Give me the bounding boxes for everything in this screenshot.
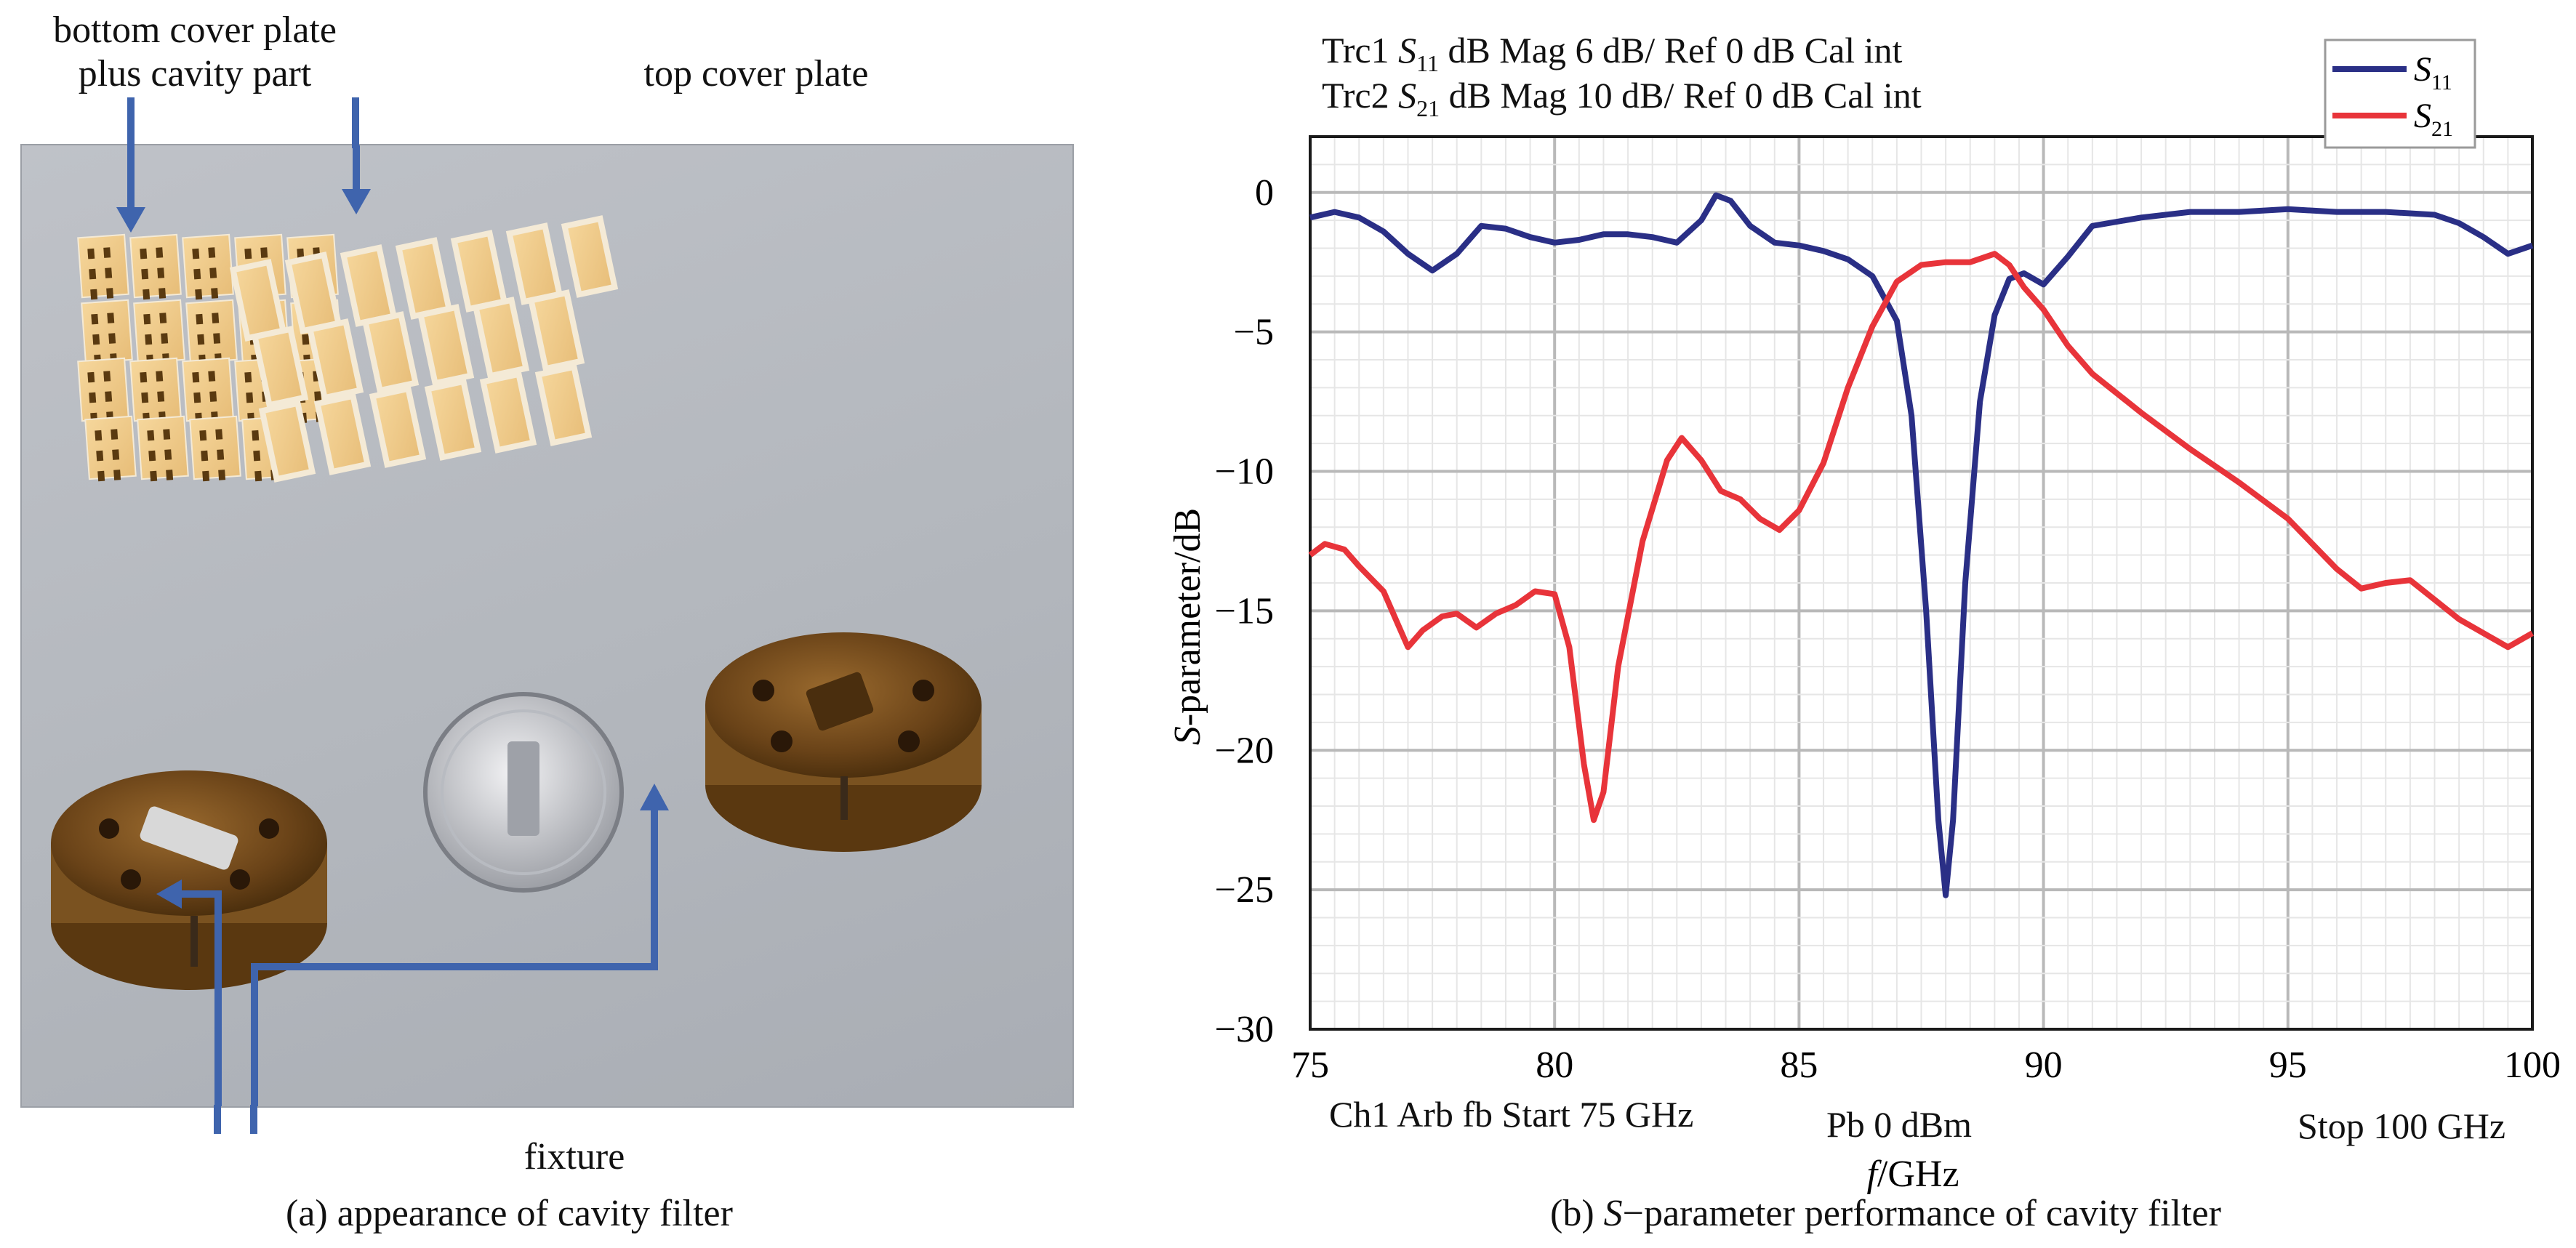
top-plate (251, 326, 309, 408)
top-plate (313, 392, 372, 475)
arrow-fixture-left-stem (214, 1105, 221, 1134)
x-tick-label: 75 (1291, 1044, 1329, 1086)
label-bottom-cover-line1: bottom cover plate (53, 9, 337, 51)
bottom-plate (189, 415, 241, 482)
filter-photo-illustration (51, 145, 982, 1106)
y-axis-label: S-parameter/dB (1167, 508, 1208, 745)
top-plate (361, 311, 420, 394)
arrow-heads (116, 189, 669, 909)
x-tick-label: 100 (2504, 1044, 2561, 1086)
pointer-arrows (127, 145, 658, 1106)
bottom-plate (182, 233, 234, 300)
label-fixture: fixture (523, 1136, 625, 1177)
x-axis-label: f/GHz (1866, 1154, 1959, 1195)
trace2-prefix: Trc2 (1322, 75, 1399, 116)
legend-box (2324, 39, 2476, 149)
bottom-plate (129, 233, 182, 300)
caption-b-prefix: (b) (1550, 1193, 1604, 1234)
panel-b: Trc1 S11 dB Mag 6 dB/ Ref 0 dB Cal int T… (1134, 0, 2576, 1248)
top-plate (561, 215, 619, 298)
bottom-plate (185, 299, 238, 366)
filter-photo (20, 144, 1074, 1108)
caption-b-rest: −parameter performance of cavity filter (1622, 1193, 2221, 1234)
label-top-cover: top cover plate (643, 53, 869, 94)
y-tick-label: 0 (1255, 172, 1274, 214)
top-cover-plates (229, 215, 619, 483)
top-plate (472, 297, 530, 379)
y-tick-label: −20 (1215, 730, 1274, 771)
top-plate (527, 289, 585, 372)
bottom-plate (84, 415, 137, 482)
x-tick-label: 95 (2269, 1044, 2307, 1086)
legend-label-s11: S11 (2414, 50, 2452, 94)
chart-ticks: 75 80 85 90 95 100 0 −5 −10 −15 −20 −25 −30 (1215, 172, 2561, 1086)
x-tick-label: 80 (1536, 1044, 1573, 1086)
legend-label-s21: S21 (2414, 97, 2453, 141)
arrow-top-cover-stem (352, 97, 359, 148)
bottom-plate (77, 233, 129, 300)
y-tick-label: −25 (1215, 869, 1274, 911)
caption-a: (a) appearance of cavity filter (286, 1193, 733, 1234)
coin (423, 692, 624, 893)
chart-series (1308, 192, 2534, 898)
trace2-sub: 21 (1416, 95, 1440, 121)
stop-freq-label: Stop 100 GHz (2298, 1106, 2506, 1146)
trace1-prefix: Trc1 (1322, 30, 1399, 71)
top-plate (369, 385, 427, 468)
plot-frame (1309, 135, 2534, 1031)
top-plate (417, 304, 475, 387)
fixture-right (705, 632, 982, 852)
caption-b-param: S (1603, 1193, 1623, 1234)
trace2-header: Trc2 S21 dB Mag 10 dB/ Ref 0 dB Cal int (1322, 73, 1922, 131)
power-label: Pb 0 dBm (1826, 1104, 1973, 1145)
caption-b: (b) S−parameter performance of cavity fi… (1550, 1192, 2221, 1235)
y-tick-label: −10 (1215, 451, 1274, 493)
fixture-left (51, 770, 327, 990)
panel-a: bottom cover plate plus cavity part top … (0, 0, 1134, 1248)
arrow-bottom-cover-stem (127, 97, 135, 148)
label-bottom-cover-line2: plus cavity part (78, 53, 312, 94)
trace2-rest: dB Mag 10 dB/ Ref 0 dB Cal int (1440, 75, 1922, 116)
bottom-plate (137, 415, 189, 482)
y-tick-label: −5 (1234, 312, 1274, 353)
y-tick-label: −30 (1215, 1009, 1274, 1050)
trace2-param: S (1398, 75, 1417, 116)
top-plate (479, 371, 537, 454)
trace1-header: Trc1 S11 dB Mag 6 dB/ Ref 0 dB Cal int (1322, 28, 1902, 86)
trace1-param: S (1398, 30, 1417, 71)
start-freq-label: Ch1 Arb fb Start 75 GHz (1329, 1094, 1694, 1135)
y-tick-label: −15 (1215, 590, 1274, 632)
top-plate (424, 378, 482, 461)
trace1-rest: dB Mag 6 dB/ Ref 0 dB Cal int (1438, 30, 1903, 71)
top-plate (306, 318, 364, 401)
trace1-sub: 11 (1416, 50, 1439, 76)
top-plate (258, 400, 316, 483)
top-plate (534, 363, 593, 446)
series-line-s21 (1308, 251, 2534, 824)
x-tick-label: 90 (2025, 1044, 2063, 1086)
arrow-fixture-right-stem (250, 1105, 257, 1134)
x-tick-label: 85 (1780, 1044, 1818, 1086)
label-bottom-cover: bottom cover plate plus cavity part (42, 9, 348, 96)
